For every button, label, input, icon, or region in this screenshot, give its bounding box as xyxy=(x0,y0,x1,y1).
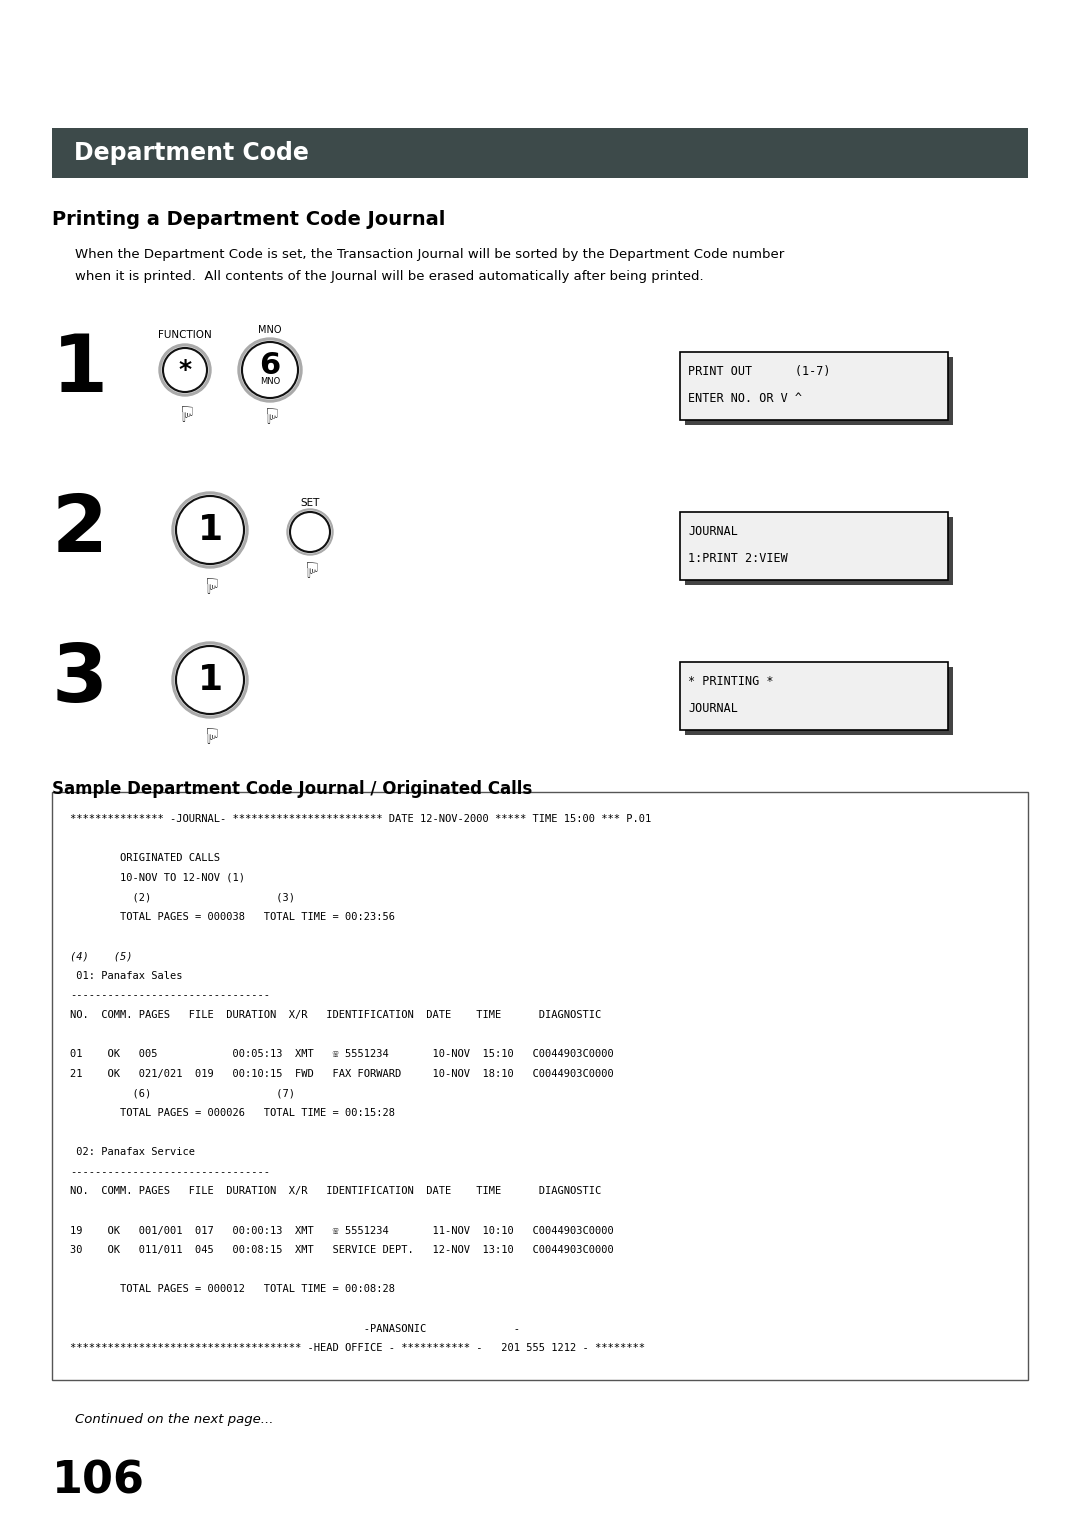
Bar xyxy=(680,662,948,730)
Text: 1: 1 xyxy=(198,663,222,697)
Text: TOTAL PAGES = 000038   TOTAL TIME = 00:23:56: TOTAL PAGES = 000038 TOTAL TIME = 00:23:… xyxy=(70,912,395,921)
Text: 3: 3 xyxy=(52,642,108,720)
Text: 19    OK   001/001  017   00:00:13  XMT   ☏ 5551234       11-NOV  10:10   C00449: 19 OK 001/001 017 00:00:13 XMT ☏ 5551234… xyxy=(70,1225,613,1236)
Bar xyxy=(685,516,953,585)
Text: ☝: ☝ xyxy=(203,723,217,743)
Text: 1:PRINT 2:VIEW: 1:PRINT 2:VIEW xyxy=(688,552,787,565)
Text: NO.  COMM. PAGES   FILE  DURATION  X/R   IDENTIFICATION  DATE    TIME      DIAGN: NO. COMM. PAGES FILE DURATION X/R IDENTI… xyxy=(70,1186,602,1196)
Text: 21    OK   021/021  019   00:10:15  FWD   FAX FORWARD     10-NOV  18:10   C00449: 21 OK 021/021 019 00:10:15 FWD FAX FORWA… xyxy=(70,1068,613,1079)
Bar xyxy=(52,792,1028,1380)
Text: JOURNAL: JOURNAL xyxy=(688,524,738,538)
Circle shape xyxy=(162,347,208,393)
Circle shape xyxy=(289,510,330,553)
Bar xyxy=(685,358,953,425)
Text: 30    OK   011/011  045   00:08:15  XMT   SERVICE DEPT.   12-NOV  13:10   C00449: 30 OK 011/011 045 00:08:15 XMT SERVICE D… xyxy=(70,1245,613,1254)
Text: MNO: MNO xyxy=(260,377,280,387)
Text: ☝: ☝ xyxy=(303,556,316,576)
Circle shape xyxy=(242,342,298,397)
Text: When the Department Code is set, the Transaction Journal will be sorted by the D: When the Department Code is set, the Tra… xyxy=(75,248,784,261)
Text: ************************************* -HEAD OFFICE - *********** -   201 555 121: ************************************* -H… xyxy=(70,1343,645,1354)
Text: *************** -JOURNAL- ************************ DATE 12-NOV-2000 ***** TIME 1: *************** -JOURNAL- **************… xyxy=(70,814,651,824)
Circle shape xyxy=(291,512,330,552)
Text: 02: Panafax Service: 02: Panafax Service xyxy=(70,1148,195,1157)
Text: -PANASONIC              -: -PANASONIC - xyxy=(70,1323,519,1334)
Text: 01    OK   005            00:05:13  XMT   ☏ 5551234       10-NOV  15:10   C00449: 01 OK 005 00:05:13 XMT ☏ 5551234 10-NOV … xyxy=(70,1050,613,1059)
Text: --------------------------------: -------------------------------- xyxy=(70,990,270,1001)
Bar xyxy=(680,512,948,581)
Circle shape xyxy=(238,338,302,402)
Text: Printing a Department Code Journal: Printing a Department Code Journal xyxy=(52,209,445,229)
Text: SET: SET xyxy=(300,498,320,507)
Text: JOURNAL: JOURNAL xyxy=(688,701,738,715)
Text: Sample Department Code Journal / Originated Calls: Sample Department Code Journal / Origina… xyxy=(52,779,532,798)
Circle shape xyxy=(176,646,244,714)
Text: Department Code: Department Code xyxy=(75,141,309,165)
Circle shape xyxy=(172,492,248,568)
Text: *: * xyxy=(178,358,191,382)
Text: ENTER NO. OR V ^: ENTER NO. OR V ^ xyxy=(688,391,802,405)
Text: ☝: ☝ xyxy=(264,402,276,422)
Text: 10-NOV TO 12-NOV (1): 10-NOV TO 12-NOV (1) xyxy=(70,872,245,883)
Circle shape xyxy=(172,642,248,718)
Text: 6: 6 xyxy=(259,350,281,379)
Text: * PRINTING *: * PRINTING * xyxy=(688,674,773,688)
Text: 01: Panafax Sales: 01: Panafax Sales xyxy=(70,970,183,981)
Bar xyxy=(680,351,948,420)
Circle shape xyxy=(175,645,245,715)
Circle shape xyxy=(176,497,244,564)
Text: Continued on the next page...: Continued on the next page... xyxy=(75,1413,273,1426)
Circle shape xyxy=(241,341,299,399)
Text: 1: 1 xyxy=(198,513,222,547)
Text: --------------------------------: -------------------------------- xyxy=(70,1167,270,1177)
Text: 2: 2 xyxy=(52,490,108,568)
Text: when it is printed.  All contents of the Journal will be erased automatically af: when it is printed. All contents of the … xyxy=(75,270,704,283)
Text: ☝: ☝ xyxy=(203,571,217,591)
Text: FUNCTION: FUNCTION xyxy=(158,330,212,341)
Bar xyxy=(685,668,953,735)
Circle shape xyxy=(159,344,211,396)
Circle shape xyxy=(175,495,245,565)
Text: TOTAL PAGES = 000026   TOTAL TIME = 00:15:28: TOTAL PAGES = 000026 TOTAL TIME = 00:15:… xyxy=(70,1108,395,1118)
Circle shape xyxy=(287,509,333,555)
Text: MNO: MNO xyxy=(258,325,282,335)
Text: TOTAL PAGES = 000012   TOTAL TIME = 00:08:28: TOTAL PAGES = 000012 TOTAL TIME = 00:08:… xyxy=(70,1285,395,1294)
Text: ORIGINATED CALLS: ORIGINATED CALLS xyxy=(70,853,220,863)
Text: NO.  COMM. PAGES   FILE  DURATION  X/R   IDENTIFICATION  DATE    TIME      DIAGN: NO. COMM. PAGES FILE DURATION X/R IDENTI… xyxy=(70,1010,602,1021)
Bar xyxy=(52,128,1028,177)
Text: (6)                    (7): (6) (7) xyxy=(70,1088,295,1099)
Text: (4)    (5): (4) (5) xyxy=(70,952,133,961)
Text: 1: 1 xyxy=(52,332,108,410)
Circle shape xyxy=(163,348,207,393)
Text: (2)                    (3): (2) (3) xyxy=(70,892,295,903)
Text: ☝: ☝ xyxy=(178,400,192,420)
Text: PRINT OUT      (1-7): PRINT OUT (1-7) xyxy=(688,365,831,377)
Text: 106: 106 xyxy=(52,1459,145,1504)
